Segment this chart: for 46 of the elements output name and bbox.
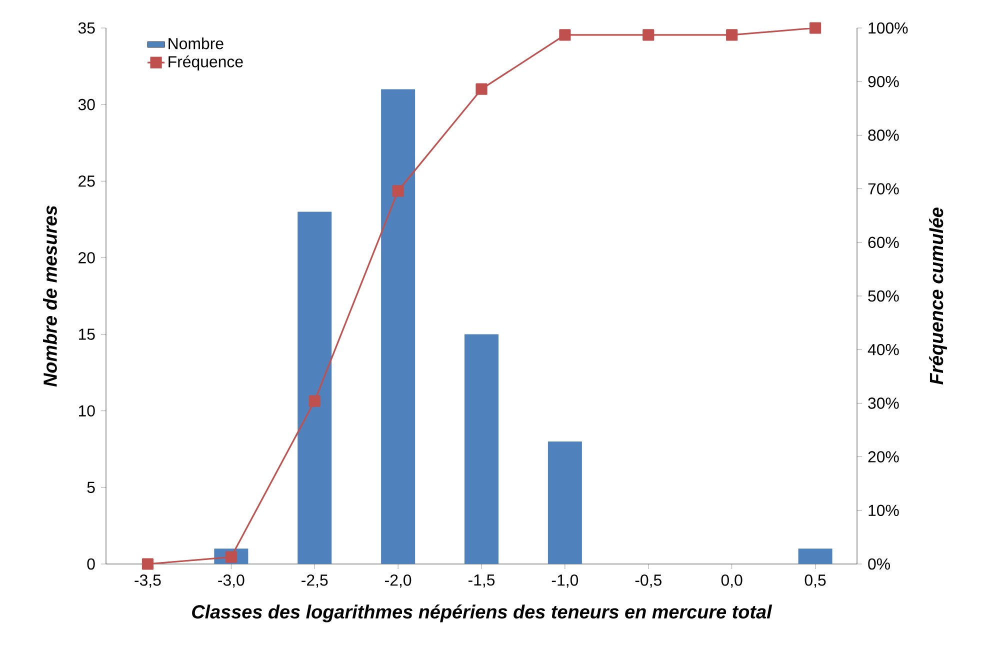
point [809,22,822,34]
y2-tick-label: 50% [868,290,899,302]
y2-tick-label: 80% [868,130,899,141]
y2-tick-label: 90% [868,76,899,88]
y-tick-label: 0 [87,558,95,570]
y-tick-label: 30 [78,98,95,110]
x-axis-title: Classes des logarithmes népériens des teneurs en mercure total [192,604,772,622]
bar [381,89,416,564]
x-tick-label: -1,5 [468,574,495,588]
x-tick-label: 0,5 [804,574,826,588]
y2-tick-label: 40% [868,344,899,356]
y2-axis-title: Fréquence cumulée [929,208,947,385]
x-tick-label: 0,0 [721,574,742,588]
x-tick-label: -3,5 [134,574,161,588]
x-tick-label: -3,0 [218,574,244,588]
y-tick-label: 35 [78,22,95,34]
y2-tick-label: 30% [868,398,899,409]
point [726,29,738,41]
y-tick-label: 20 [78,252,95,264]
point [476,83,488,95]
y2-tick-label: 100% [868,22,908,34]
y2-tick-label: 10% [868,504,899,516]
bar [464,334,499,564]
y2-tick-label: 70% [868,183,899,194]
point [392,185,404,197]
bar [548,441,582,564]
y-tick-label: 10 [78,405,95,416]
bar [298,212,332,564]
point [308,395,320,407]
x-tick-label: -0,5 [635,574,662,588]
bar [798,548,832,564]
point [642,29,654,41]
y-axis-title: Nombre de mesures [43,206,57,387]
y2-tick-label: 20% [868,451,899,462]
legend-label: Nombre [168,38,224,50]
y2-tick-label: 60% [868,236,899,248]
y-tick-label: 5 [87,482,95,493]
legend-label: Fréquence [168,55,243,71]
y-tick-label: 15 [78,328,95,340]
y-tick-label: 25 [78,176,95,187]
x-tick-label: -2,5 [302,574,328,588]
point [142,558,154,570]
point [559,29,571,41]
x-tick-label: -2,0 [385,574,412,588]
y2-tick-label: 0% [868,558,890,570]
x-tick-label: -1,0 [552,574,578,588]
